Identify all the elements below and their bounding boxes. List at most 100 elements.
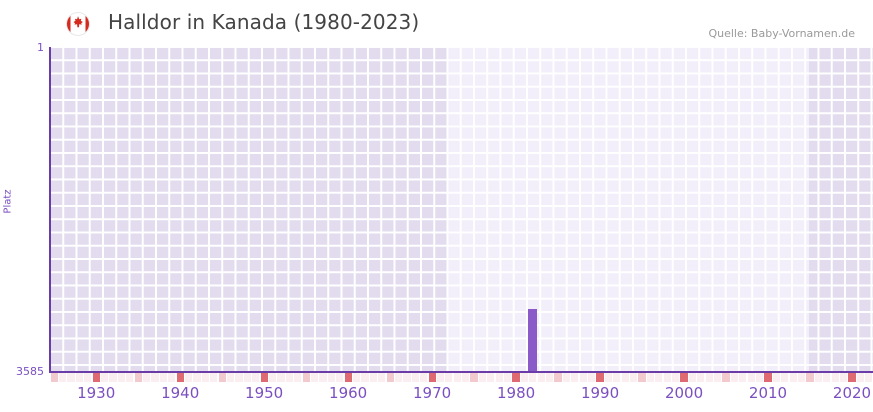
x-tick-2014 <box>798 373 806 382</box>
x-tick-1960 <box>344 373 352 382</box>
x-tick-2004 <box>714 373 722 382</box>
x-tick-1930 <box>92 373 100 382</box>
page-title: Halldor in Kanada (1980-2023) <box>108 10 420 34</box>
x-tick-1966 <box>394 373 403 382</box>
source-attribution: Quelle: Baby-Vornamen.de <box>708 27 855 40</box>
x-tick-1948 <box>243 373 251 382</box>
x-tick-1967 <box>403 373 411 382</box>
x-tick-2002 <box>697 373 705 382</box>
x-tick-1938 <box>159 373 167 382</box>
x-tick-2005 <box>722 373 730 382</box>
x-tick-1969 <box>420 373 428 382</box>
x-tick-1940 <box>176 373 184 382</box>
y-axis-title: Platz <box>2 189 14 214</box>
x-tick-1962 <box>361 373 369 382</box>
x-axis-label-2010: 2010 <box>748 384 788 402</box>
x-tick-1928 <box>75 373 83 382</box>
x-tick-2019 <box>840 373 848 382</box>
x-tick-1979 <box>504 373 512 382</box>
x-tick-1989 <box>588 373 596 382</box>
x-tick-1950 <box>260 373 268 382</box>
x-tick-1941 <box>184 373 193 382</box>
x-axis-tick-labels: 1930 1940 1950 1960 1970 1980 1990 2000 2010 2020 <box>0 384 873 408</box>
x-axis-line <box>49 371 873 373</box>
x-tick-1990 <box>596 373 604 382</box>
x-tick-1943 <box>201 373 209 382</box>
x-tick-1964 <box>378 373 386 382</box>
x-tick-1992 <box>613 373 621 382</box>
y-axis-tick-top: 1 <box>37 41 44 54</box>
x-tick-1975 <box>470 373 478 382</box>
x-tick-1998 <box>663 373 671 382</box>
x-tick-1951 <box>268 373 277 382</box>
x-axis-tick-marks <box>50 373 873 382</box>
x-tick-1954 <box>294 373 302 382</box>
x-tick-1946 <box>226 373 235 382</box>
x-tick-1996 <box>646 373 655 382</box>
x-tick-1976 <box>478 373 487 382</box>
x-tick-1925 <box>50 373 58 382</box>
x-tick-1986 <box>562 373 571 382</box>
x-tick-2010 <box>764 373 772 382</box>
x-tick-1970 <box>428 373 436 382</box>
x-tick-1994 <box>630 373 638 382</box>
x-tick-1955 <box>302 373 310 382</box>
x-tick-2011 <box>772 373 780 382</box>
x-axis-label-1930: 1930 <box>77 384 116 402</box>
x-tick-1945 <box>218 373 226 382</box>
x-tick-1977 <box>487 373 495 382</box>
x-tick-2020 <box>848 373 856 382</box>
x-tick-2021 <box>856 373 864 382</box>
x-tick-2017 <box>823 373 831 382</box>
x-tick-1947 <box>235 373 243 382</box>
x-tick-1984 <box>546 373 554 382</box>
x-tick-1942 <box>193 373 201 382</box>
x-tick-1993 <box>621 373 629 382</box>
canada-flag-icon <box>61 12 95 36</box>
x-axis-label-1990: 1990 <box>580 384 620 402</box>
x-tick-1933 <box>117 373 125 382</box>
x-tick-1939 <box>168 373 176 382</box>
x-tick-1944 <box>210 373 218 382</box>
bar-1982 <box>528 308 538 372</box>
x-tick-2018 <box>831 373 839 382</box>
x-tick-1929 <box>84 373 92 382</box>
x-tick-2001 <box>688 373 697 382</box>
x-tick-1932 <box>109 373 117 382</box>
x-tick-1982 <box>529 373 537 382</box>
x-axis-label-2020: 2020 <box>832 384 872 402</box>
x-axis-label-1970: 1970 <box>413 384 452 402</box>
x-axis-label-1960: 1960 <box>329 384 368 402</box>
x-tick-1995 <box>638 373 646 382</box>
chart-plot-area <box>50 47 873 372</box>
x-tick-2009 <box>756 373 764 382</box>
x-axis-label-1940: 1940 <box>161 384 200 402</box>
x-axis-label-1980: 1980 <box>496 384 536 402</box>
x-tick-1981 <box>520 373 529 382</box>
x-tick-1936 <box>142 373 151 382</box>
x-tick-1952 <box>277 373 285 382</box>
x-tick-1980 <box>512 373 520 382</box>
x-tick-1931 <box>100 373 109 382</box>
x-tick-1968 <box>411 373 419 382</box>
x-tick-1971 <box>436 373 445 382</box>
x-tick-2015 <box>806 373 814 382</box>
x-tick-1999 <box>672 373 680 382</box>
x-tick-1961 <box>352 373 361 382</box>
x-tick-1978 <box>495 373 503 382</box>
x-tick-2012 <box>781 373 789 382</box>
x-tick-1963 <box>369 373 377 382</box>
x-tick-1957 <box>319 373 327 382</box>
x-tick-2000 <box>680 373 688 382</box>
x-tick-2007 <box>739 373 747 382</box>
x-tick-1953 <box>285 373 293 382</box>
x-tick-1985 <box>554 373 562 382</box>
x-tick-2022 <box>865 373 873 382</box>
x-tick-1935 <box>134 373 142 382</box>
chart-header: Halldor in Kanada (1980-2023) Quelle: Ba… <box>0 0 873 46</box>
x-tick-1997 <box>655 373 663 382</box>
x-tick-1991 <box>604 373 613 382</box>
x-tick-2016 <box>814 373 822 382</box>
x-tick-1937 <box>151 373 159 382</box>
x-tick-1973 <box>453 373 461 382</box>
